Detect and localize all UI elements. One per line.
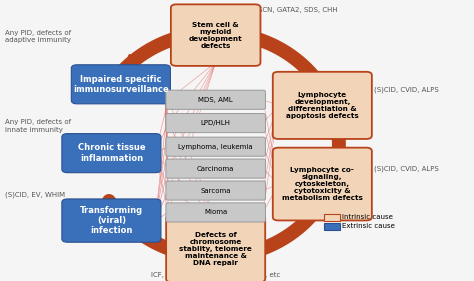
Text: Defects of
chromosome
stablity, telomere
maintenance &
DNA repair: Defects of chromosome stablity, telomere… <box>179 232 252 266</box>
Text: Mioma: Mioma <box>204 209 228 216</box>
Text: MDS, AML: MDS, AML <box>198 97 233 103</box>
Text: Impaired specific
immunosurveillance: Impaired specific immunosurveillance <box>73 74 169 94</box>
FancyBboxPatch shape <box>324 214 340 221</box>
FancyBboxPatch shape <box>166 203 265 222</box>
Text: Lymphocyte
development,
differentiation &
apoptosis defects: Lymphocyte development, differentiation … <box>286 92 359 119</box>
FancyBboxPatch shape <box>62 199 161 242</box>
Text: ICF, DKC, (S)CID, AT, NBS, Bloom, etc: ICF, DKC, (S)CID, AT, NBS, Bloom, etc <box>151 272 280 278</box>
FancyBboxPatch shape <box>166 90 265 109</box>
Text: Extrinsic cause: Extrinsic cause <box>342 223 395 230</box>
Text: Lymphocyte co-
signaling,
cytoskeleton,
cytotoxicity &
metabolism defects: Lymphocyte co- signaling, cytoskeleton, … <box>282 167 363 201</box>
Text: Intrinsic cause: Intrinsic cause <box>342 214 392 221</box>
FancyBboxPatch shape <box>71 65 170 104</box>
Text: (S)CID, EV, WHIM: (S)CID, EV, WHIM <box>5 191 65 198</box>
FancyBboxPatch shape <box>166 137 265 156</box>
FancyBboxPatch shape <box>166 181 265 200</box>
Text: Any PID, defects of
innate immunity: Any PID, defects of innate immunity <box>5 119 71 133</box>
Text: SCN, GATA2, SDS, CHH: SCN, GATA2, SDS, CHH <box>258 7 338 13</box>
Text: Stem cell &
myeloid
development
defects: Stem cell & myeloid development defects <box>189 22 243 49</box>
FancyBboxPatch shape <box>166 114 265 133</box>
FancyBboxPatch shape <box>273 148 372 221</box>
Text: Chronic tissue
inflammation: Chronic tissue inflammation <box>78 143 145 163</box>
Text: Sarcoma: Sarcoma <box>201 187 231 194</box>
FancyBboxPatch shape <box>273 72 372 139</box>
Text: Any PID, defects of
adaptive immunity: Any PID, defects of adaptive immunity <box>5 30 71 43</box>
Text: (S)CID, CVID, ALPS: (S)CID, CVID, ALPS <box>374 87 439 93</box>
Text: Transforming
(viral)
infection: Transforming (viral) infection <box>80 206 143 235</box>
FancyBboxPatch shape <box>166 159 265 178</box>
FancyBboxPatch shape <box>62 134 161 173</box>
Text: (S)CID, CVID, ALPS: (S)CID, CVID, ALPS <box>374 165 439 172</box>
FancyBboxPatch shape <box>171 4 261 66</box>
Text: Lymphoma, leukemia: Lymphoma, leukemia <box>178 144 253 150</box>
FancyBboxPatch shape <box>166 215 265 281</box>
FancyBboxPatch shape <box>324 223 340 230</box>
Text: LPD/HLH: LPD/HLH <box>201 120 231 126</box>
Text: Carcinoma: Carcinoma <box>197 166 234 172</box>
